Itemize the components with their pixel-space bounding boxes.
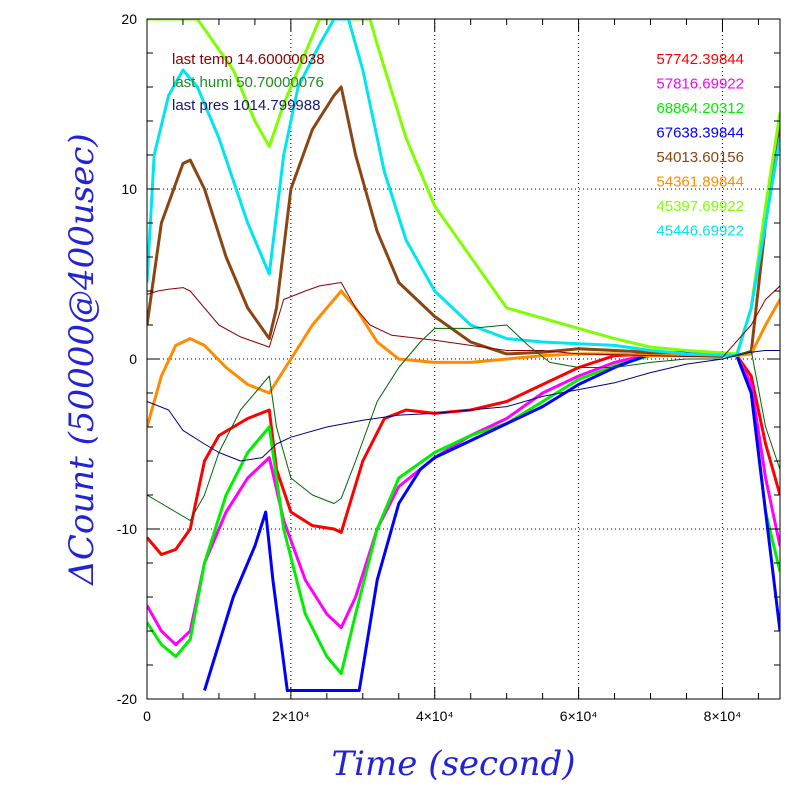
- legend-entry: 57742.39844: [656, 51, 744, 68]
- legend-entry: 54361.89844: [656, 174, 744, 191]
- y-tick-label: -20: [117, 691, 137, 707]
- legend-entry: 57816.69922: [656, 76, 744, 93]
- series-line-0: [147, 352, 780, 556]
- legend-entry: 45446.69922: [656, 223, 744, 240]
- x-axis-title: Time (second): [332, 744, 576, 784]
- series-line-7: [147, 19, 780, 358]
- x-tick-label: 6×10⁴: [560, 708, 598, 724]
- y-tick-label: -10: [117, 521, 137, 537]
- axis-ticks: [146, 18, 780, 700]
- x-tick-label: 0: [143, 708, 151, 724]
- tick-labels: 0 2×10⁴ 4×10⁴ 6×10⁴ 8×10⁴ -20 -10 0 10 20: [117, 11, 741, 724]
- x-tick-label: 2×10⁴: [272, 708, 310, 724]
- y-tick-label: 0: [129, 351, 137, 367]
- x-tick-label: 4×10⁴: [416, 708, 454, 724]
- series-group: [147, 19, 780, 692]
- series-lines: [147, 19, 780, 692]
- x-tick-label: 8×10⁴: [704, 708, 742, 724]
- legend-entry: 45397.69922: [656, 198, 744, 215]
- series-line-8: [147, 282, 780, 358]
- series-line-10: [147, 350, 780, 462]
- legend-entry: 68864.20312: [656, 100, 744, 117]
- series-line-6: [147, 19, 780, 356]
- env-label: last humi 50.70000076: [172, 74, 324, 91]
- series-line-2: [147, 352, 780, 675]
- y-axis-title: ΔCount (50000@400usec): [62, 133, 102, 586]
- y-tick-label: 10: [121, 181, 137, 197]
- legend-entry: 67638.39844: [656, 125, 744, 142]
- y-tick-label: 20: [121, 11, 137, 27]
- env-label: last pres 1014.799988: [172, 97, 320, 114]
- series-line-1: [147, 352, 780, 647]
- env-label: last temp 14.60000038: [172, 51, 325, 68]
- info-labels: last temp 14.60000038 last humi 50.700000…: [172, 51, 744, 240]
- legend-entry: 54013.60156: [656, 149, 744, 166]
- series-line-5: [147, 289, 780, 428]
